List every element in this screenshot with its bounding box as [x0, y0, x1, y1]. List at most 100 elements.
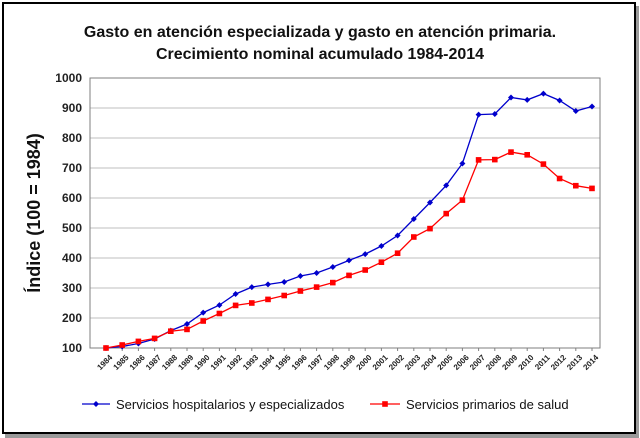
series-group	[103, 90, 595, 351]
data-point	[216, 310, 223, 317]
x-tick-label: 2008	[484, 353, 503, 372]
x-tick-label: 1998	[322, 353, 341, 372]
y-tick-label: 500	[62, 221, 82, 235]
x-tick-label: 2013	[565, 353, 584, 372]
data-point	[103, 345, 109, 351]
x-tick-label: 2002	[387, 353, 406, 372]
x-tick-label: 2007	[468, 353, 487, 372]
x-tick-label: 1984	[95, 353, 114, 372]
data-point	[93, 401, 99, 407]
data-point	[491, 111, 498, 117]
chart-title: Gasto en atención especializada y gasto …	[0, 22, 640, 66]
y-tick-label: 100	[62, 341, 82, 355]
x-tick-label: 1991	[209, 353, 228, 372]
data-point	[378, 259, 385, 265]
data-point	[508, 94, 514, 101]
y-axis-label: Índice (100 = 1984)	[23, 133, 44, 293]
x-tick-label: 1995	[274, 353, 293, 372]
data-point	[492, 156, 498, 163]
data-point	[232, 291, 239, 297]
gridlines	[90, 77, 600, 349]
data-point	[135, 338, 142, 345]
x-tick-label: 1986	[128, 353, 147, 372]
data-point	[297, 288, 304, 294]
x-tick-label: 2006	[452, 353, 471, 372]
x-tick-label: 2010	[517, 353, 536, 372]
data-point	[475, 157, 482, 163]
x-tick-label: 2001	[371, 353, 390, 372]
x-tick-label: 2000	[355, 353, 374, 372]
y-tick-label: 600	[62, 191, 82, 205]
y-tick-label: 400	[62, 251, 82, 265]
data-point	[184, 326, 190, 333]
data-point	[265, 281, 271, 288]
y-tick-label: 300	[62, 281, 82, 295]
legend-item-2: Servicios primarios de salud	[370, 397, 569, 412]
legend-item-1: Servicios hospitalarios y especializados	[82, 397, 345, 412]
x-tick-label: 2005	[436, 353, 455, 372]
data-point	[556, 97, 563, 104]
series-line	[105, 151, 593, 349]
data-point	[265, 296, 271, 303]
data-point	[508, 149, 514, 155]
data-point	[524, 152, 530, 158]
data-point	[394, 232, 401, 239]
data-point	[151, 335, 158, 342]
legend-label: Servicios primarios de salud	[406, 397, 569, 412]
x-tick-label: 2003	[403, 353, 422, 372]
data-point	[232, 302, 239, 309]
data-point	[540, 161, 547, 167]
data-point	[427, 199, 433, 206]
x-tick-label: 2014	[581, 353, 600, 372]
x-tick-label: 1988	[160, 353, 179, 372]
data-point	[249, 300, 255, 306]
data-point	[362, 267, 368, 273]
x-tick-label: 1996	[290, 353, 309, 372]
y-tick-label: 200	[62, 311, 82, 325]
chart-title-line-2: Crecimiento nominal acumulado 1984-2014	[155, 46, 485, 63]
data-point	[459, 197, 466, 203]
x-tick-label: 2009	[500, 353, 519, 372]
x-tick-label: 2012	[549, 353, 568, 372]
data-point	[248, 284, 255, 291]
data-point	[281, 292, 287, 299]
x-axis-ticks: 1984198519861987198819891990199119921993…	[95, 348, 601, 372]
y-tick-label: 800	[62, 131, 82, 145]
data-point	[184, 321, 190, 327]
chart-frame	[2, 2, 636, 434]
x-tick-label: 2004	[419, 353, 438, 372]
data-point	[443, 182, 450, 189]
data-point	[475, 111, 482, 118]
data-point	[524, 96, 531, 103]
data-point	[330, 279, 336, 286]
data-point	[313, 284, 320, 290]
legend-label: Servicios hospitalarios y especializados	[116, 397, 345, 412]
x-tick-label: 1994	[257, 353, 276, 372]
x-tick-label: 1997	[306, 353, 325, 372]
x-tick-label: 1999	[338, 353, 357, 372]
data-point	[540, 90, 547, 97]
series-line	[105, 92, 593, 349]
x-tick-label: 1992	[225, 353, 244, 372]
data-point	[200, 309, 207, 316]
data-point	[281, 279, 288, 285]
data-point	[427, 225, 433, 232]
data-point	[346, 272, 352, 279]
x-tick-label: 1989	[176, 353, 195, 372]
data-point	[443, 210, 449, 217]
data-point	[410, 216, 417, 222]
data-point	[216, 302, 223, 309]
data-point	[313, 270, 320, 276]
data-point	[572, 108, 579, 114]
x-tick-label: 1985	[112, 353, 131, 372]
x-tick-label: 2011	[533, 353, 552, 372]
data-point	[119, 342, 125, 348]
x-tick-label: 1993	[241, 353, 260, 372]
data-point	[378, 243, 385, 249]
y-tick-label: 1000	[55, 71, 82, 85]
data-point	[573, 182, 579, 189]
data-point	[556, 175, 563, 182]
data-point	[394, 250, 401, 256]
data-point	[168, 328, 174, 334]
